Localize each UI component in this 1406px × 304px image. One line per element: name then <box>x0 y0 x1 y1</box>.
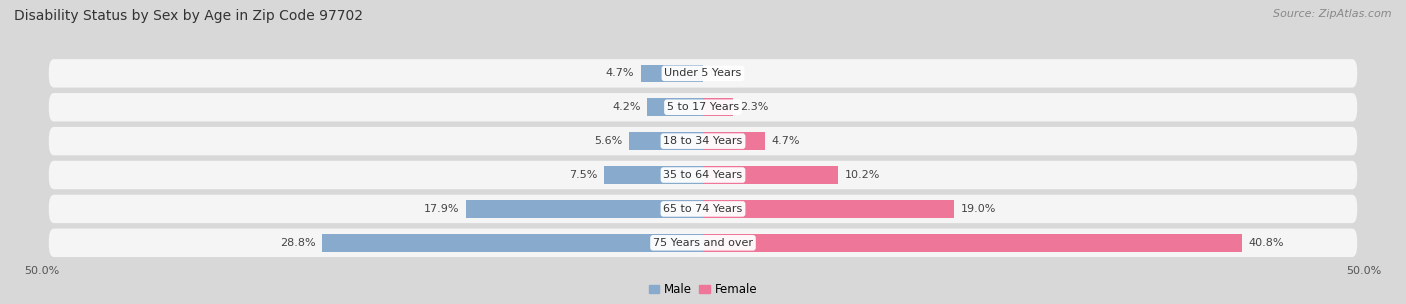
Text: Source: ZipAtlas.com: Source: ZipAtlas.com <box>1274 9 1392 19</box>
FancyBboxPatch shape <box>49 59 1357 88</box>
FancyBboxPatch shape <box>49 195 1357 223</box>
FancyBboxPatch shape <box>49 229 1357 257</box>
Bar <box>703 98 734 116</box>
Bar <box>703 166 838 184</box>
Text: Disability Status by Sex by Age in Zip Code 97702: Disability Status by Sex by Age in Zip C… <box>14 9 363 23</box>
Text: Under 5 Years: Under 5 Years <box>665 68 741 78</box>
Text: 5.6%: 5.6% <box>595 136 623 146</box>
Bar <box>467 200 703 218</box>
Text: 7.5%: 7.5% <box>569 170 598 180</box>
FancyBboxPatch shape <box>49 93 1357 122</box>
Text: 4.2%: 4.2% <box>613 102 641 112</box>
Legend: Male, Female: Male, Female <box>644 278 762 301</box>
Text: 28.8%: 28.8% <box>280 238 316 248</box>
Text: 35 to 64 Years: 35 to 64 Years <box>664 170 742 180</box>
Text: 17.9%: 17.9% <box>425 204 460 214</box>
Text: 4.7%: 4.7% <box>606 68 634 78</box>
Bar <box>703 200 955 218</box>
Bar <box>322 234 703 252</box>
Text: 40.8%: 40.8% <box>1249 238 1284 248</box>
Text: 19.0%: 19.0% <box>960 204 995 214</box>
Text: 75 Years and over: 75 Years and over <box>652 238 754 248</box>
Text: 10.2%: 10.2% <box>845 170 880 180</box>
Text: 18 to 34 Years: 18 to 34 Years <box>664 136 742 146</box>
FancyBboxPatch shape <box>49 161 1357 189</box>
Text: 0.0%: 0.0% <box>710 68 738 78</box>
Bar <box>648 98 703 116</box>
Text: 5 to 17 Years: 5 to 17 Years <box>666 102 740 112</box>
Text: 65 to 74 Years: 65 to 74 Years <box>664 204 742 214</box>
Bar <box>641 64 703 82</box>
Bar <box>703 234 1243 252</box>
FancyBboxPatch shape <box>49 127 1357 155</box>
Text: 2.3%: 2.3% <box>740 102 769 112</box>
Bar <box>628 132 703 150</box>
Bar <box>703 132 765 150</box>
Text: 4.7%: 4.7% <box>772 136 800 146</box>
Bar <box>605 166 703 184</box>
